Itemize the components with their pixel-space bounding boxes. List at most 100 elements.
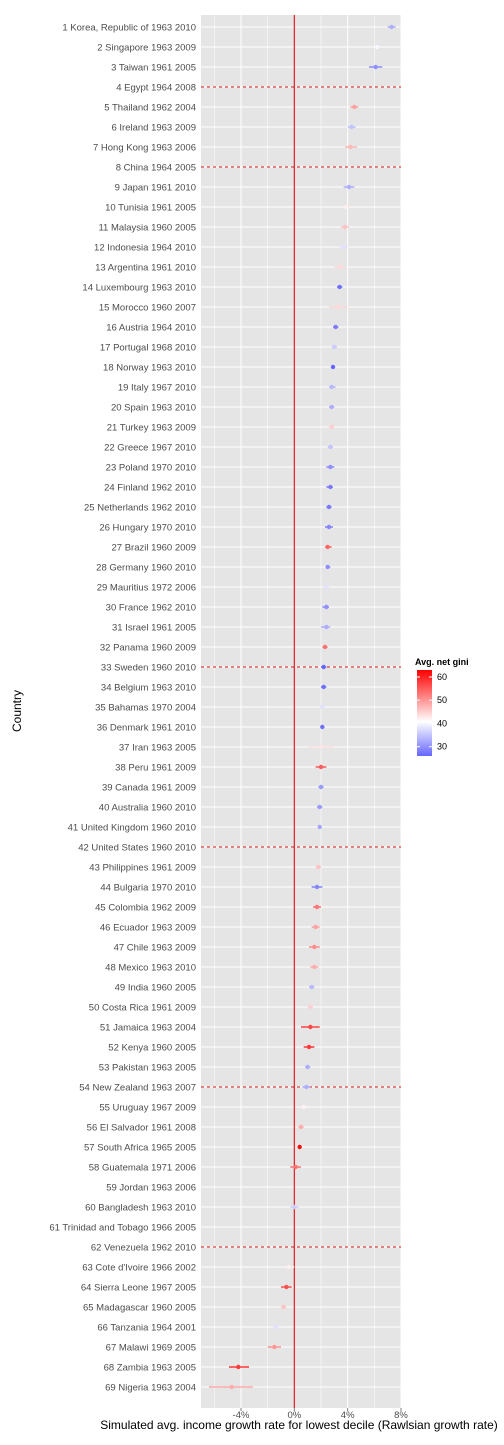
data-point <box>284 1284 289 1290</box>
x-tick-label: 4% <box>341 1410 355 1421</box>
y-tick-label: 53 Pakistan 1963 2005 <box>99 1063 196 1074</box>
y-tick-label: 14 Luxembourg 1963 2010 <box>82 283 196 294</box>
legend-tick-label: 40 <box>437 718 447 728</box>
x-tick-label: -4% <box>233 1410 250 1421</box>
y-tick-label: 58 Guatemala 1971 2006 <box>89 1163 196 1174</box>
y-tick-label: 31 Israel 1961 2005 <box>112 623 196 634</box>
data-point <box>316 864 321 870</box>
data-point <box>314 884 320 890</box>
y-tick-label: 48 Mexico 1963 2010 <box>105 963 196 974</box>
data-point <box>318 764 324 770</box>
y-tick-label: 43 Philippines 1961 2009 <box>89 863 196 874</box>
data-point <box>281 1304 286 1310</box>
data-point <box>236 1364 241 1370</box>
data-point <box>322 644 328 650</box>
data-point <box>293 1164 298 1170</box>
legend-tick-label: 50 <box>437 695 447 705</box>
legend-colorbar <box>417 670 432 756</box>
y-tick-label: 62 Venezuela 1962 2010 <box>91 1243 196 1254</box>
data-point <box>313 924 318 930</box>
y-tick-label: 54 New Zealand 1963 2007 <box>79 1083 196 1094</box>
y-tick-label: 55 Uruguay 1967 2009 <box>99 1103 196 1114</box>
y-tick-label: 63 Cote d'Ivoire 1966 2002 <box>82 1263 196 1274</box>
y-tick-label: 16 Austria 1964 2010 <box>106 323 196 334</box>
y-tick-label: 27 Brazil 1960 2009 <box>111 543 196 554</box>
plot-panel <box>201 15 401 1408</box>
x-tick-label: 0% <box>287 1410 301 1421</box>
y-tick-label: 23 Poland 1970 2010 <box>106 463 196 474</box>
legend-ticks: 30 40 50 60 <box>417 672 447 752</box>
y-tick-label: 3 Taiwan 1961 2005 <box>111 63 196 74</box>
y-tick-label: 59 Jordan 1963 2006 <box>106 1183 196 1194</box>
x-tick-label: 8% <box>394 1410 408 1421</box>
grid-lines <box>201 15 402 1408</box>
data-point <box>304 1084 309 1090</box>
y-tick-label: 69 Nigeria 1963 2004 <box>105 1383 196 1394</box>
y-tick-label: 68 Zambia 1963 2005 <box>104 1363 196 1374</box>
y-tick-labels: 1 Korea, Republic of 1963 2010 2 Singapor… <box>49 23 196 1394</box>
data-point <box>229 1384 234 1390</box>
data-point <box>324 604 329 610</box>
y-tick-label: 46 Ecuador 1963 2009 <box>100 923 196 934</box>
y-tick-label: 4 Egypt 1964 2008 <box>116 83 196 94</box>
y-tick-label: 44 Bulgaria 1970 2010 <box>100 883 196 894</box>
y-tick-label: 52 Kenya 1960 2005 <box>108 1043 196 1054</box>
legend-tick-label: 30 <box>437 742 447 752</box>
y-tick-label: 32 Panama 1960 2009 <box>100 643 196 654</box>
y-tick-label: 22 Greece 1967 2010 <box>104 443 196 454</box>
y-tick-label: 29 Mauritius 1972 2006 <box>97 583 196 594</box>
y-tick-label: 12 Indonesia 1964 2010 <box>94 243 196 254</box>
y-tick-label: 57 South Africa 1965 2005 <box>84 1143 196 1154</box>
x-tick-labels: -4% 0% 4% 8% <box>233 1408 408 1421</box>
y-tick-label: 56 El Salvador 1961 2008 <box>87 1123 196 1134</box>
data-point <box>373 64 378 70</box>
y-tick-label: 17 Portugal 1968 2010 <box>100 343 196 354</box>
y-tick-label: 41 United Kingdom 1960 2010 <box>68 823 196 834</box>
data-point <box>330 364 336 370</box>
data-point <box>292 1204 297 1210</box>
data-point <box>341 244 346 250</box>
data-marks <box>209 24 396 1390</box>
data-point <box>389 24 394 30</box>
data-point <box>321 664 326 670</box>
y-tick-label: 51 Jamaica 1963 2004 <box>100 1023 196 1034</box>
y-tick-label: 37 Iran 1963 2005 <box>119 743 196 754</box>
y-tick-label: 15 Morocco 1960 2007 <box>99 303 196 314</box>
data-point <box>308 1024 313 1030</box>
data-point <box>325 544 330 550</box>
y-tick-label: 66 Tanzania 1964 2001 <box>97 1323 196 1334</box>
data-point <box>326 524 332 530</box>
data-point <box>374 44 380 50</box>
data-point <box>337 264 342 270</box>
y-tick-label: 8 China 1964 2005 <box>116 163 196 174</box>
data-point <box>297 1144 302 1150</box>
y-tick-label: 42 United States 1960 2010 <box>78 843 196 854</box>
y-tick-label: 38 Peru 1961 2009 <box>115 763 196 774</box>
data-point <box>326 504 332 510</box>
data-point <box>348 144 353 150</box>
y-tick-label: 64 Sierra Leone 1967 2005 <box>81 1283 196 1294</box>
data-point <box>344 204 349 210</box>
y-tick-label: 7 Hong Kong 1963 2006 <box>93 143 196 154</box>
y-tick-label: 67 Malawi 1969 2005 <box>106 1343 196 1354</box>
y-tick-label: 26 Hungary 1970 2010 <box>99 523 196 534</box>
data-point <box>320 704 325 710</box>
data-point <box>314 904 320 910</box>
y-tick-label: 2 Singapore 1963 2009 <box>97 43 196 54</box>
data-point <box>306 1044 312 1050</box>
y-tick-label: 39 Canada 1961 2009 <box>102 783 196 794</box>
data-point <box>312 944 317 950</box>
y-tick-label: 1 Korea, Republic of 1963 2010 <box>62 23 196 34</box>
data-point <box>312 964 317 970</box>
x-axis-title: Simulated avg. income growth rate for lo… <box>100 1418 498 1432</box>
y-tick-label: 13 Argentina 1961 2010 <box>95 263 196 274</box>
y-tick-label: 47 Chile 1963 2009 <box>114 943 196 954</box>
y-tick-label: 9 Japan 1961 2010 <box>115 183 196 194</box>
data-point <box>318 744 324 750</box>
legend: Avg. net gini 30 40 50 60 <box>415 657 469 756</box>
y-tick-label: 65 Madagascar 1960 2005 <box>83 1303 196 1314</box>
data-point <box>301 1104 306 1110</box>
data-point <box>349 124 354 130</box>
data-point <box>328 444 333 450</box>
